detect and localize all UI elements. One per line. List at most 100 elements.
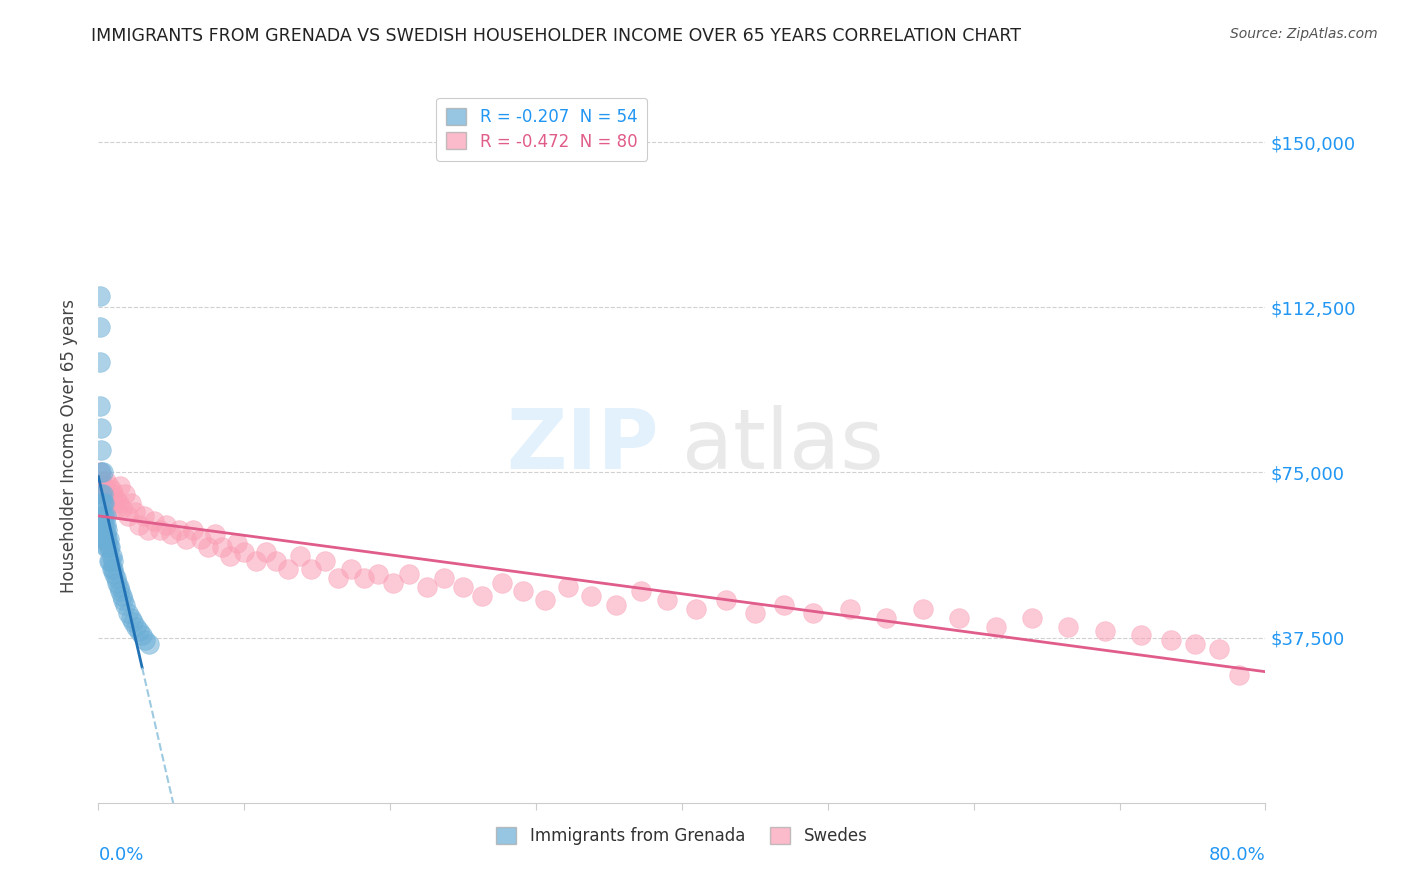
Point [103, 496, 125, 510]
Point [93, 518, 115, 533]
Point [89, 320, 111, 334]
Point [533, 593, 555, 607]
Point [557, 580, 579, 594]
Point [190, 532, 212, 546]
Point [96, 487, 118, 501]
Point [451, 580, 474, 594]
Point [91, 509, 114, 524]
Point [353, 571, 375, 585]
Point [266, 553, 288, 567]
Point [326, 571, 349, 585]
Point [801, 607, 824, 621]
Point [105, 500, 128, 515]
Point [111, 500, 134, 515]
Point [142, 514, 165, 528]
Point [117, 607, 139, 621]
Point [233, 545, 256, 559]
Point [108, 580, 131, 594]
Point [120, 611, 142, 625]
Point [471, 589, 494, 603]
Point [101, 562, 124, 576]
Point [100, 549, 122, 563]
Point [415, 580, 437, 594]
Point [94, 509, 117, 524]
Point [1021, 611, 1043, 625]
Point [288, 549, 311, 563]
Point [630, 584, 652, 599]
Point [93, 496, 115, 510]
Point [96, 532, 118, 546]
Point [104, 491, 127, 506]
Text: 0.0%: 0.0% [98, 846, 143, 863]
Point [875, 611, 897, 625]
Point [93, 483, 115, 497]
Point [512, 584, 534, 599]
Point [211, 541, 233, 555]
Point [104, 571, 127, 585]
Point [367, 566, 389, 581]
Point [97, 532, 120, 546]
Legend: Immigrants from Grenada, Swedes: Immigrants from Grenada, Swedes [489, 820, 875, 852]
Point [111, 589, 134, 603]
Text: atlas: atlas [682, 406, 883, 486]
Point [90, 475, 112, 489]
Point [114, 598, 136, 612]
Text: ZIP: ZIP [506, 406, 658, 486]
Y-axis label: Householder Income Over 65 years: Householder Income Over 65 years [59, 299, 77, 593]
Point [105, 575, 128, 590]
Point [398, 566, 420, 581]
Point [91, 466, 114, 480]
Point [94, 475, 117, 489]
Point [89, 400, 111, 414]
Point [91, 487, 114, 501]
Point [131, 628, 153, 642]
Point [245, 553, 267, 567]
Point [314, 553, 336, 567]
Point [110, 584, 132, 599]
Point [1057, 619, 1080, 633]
Point [114, 487, 136, 501]
Point [94, 541, 117, 555]
Point [128, 518, 150, 533]
Point [91, 532, 114, 546]
Point [134, 632, 156, 647]
Point [773, 598, 796, 612]
Point [984, 619, 1007, 633]
Point [136, 523, 159, 537]
Point [1208, 641, 1230, 656]
Point [299, 562, 322, 576]
Point [132, 509, 155, 524]
Point [174, 532, 197, 546]
Point [149, 523, 172, 537]
Point [91, 496, 114, 510]
Point [89, 355, 111, 369]
Point [91, 478, 114, 492]
Point [90, 421, 112, 435]
Point [122, 615, 145, 630]
Text: IMMIGRANTS FROM GRENADA VS SWEDISH HOUSEHOLDER INCOME OVER 65 YEARS CORRELATION : IMMIGRANTS FROM GRENADA VS SWEDISH HOUSE… [91, 27, 1021, 45]
Point [98, 491, 121, 506]
Point [1130, 628, 1153, 642]
Point [112, 593, 135, 607]
Point [97, 553, 120, 567]
Point [94, 518, 117, 533]
Point [714, 593, 737, 607]
Point [657, 593, 679, 607]
Point [167, 523, 190, 537]
Point [90, 509, 112, 524]
Point [1094, 624, 1116, 638]
Point [218, 549, 240, 563]
Point [120, 496, 142, 510]
Text: 80.0%: 80.0% [1209, 846, 1265, 863]
Point [98, 541, 121, 555]
Point [93, 509, 115, 524]
Point [89, 289, 111, 303]
Point [96, 541, 118, 555]
Point [1184, 637, 1206, 651]
Point [744, 607, 766, 621]
Point [433, 571, 456, 585]
Point [90, 443, 112, 458]
Point [1227, 668, 1250, 682]
Point [100, 483, 122, 497]
Point [94, 527, 117, 541]
